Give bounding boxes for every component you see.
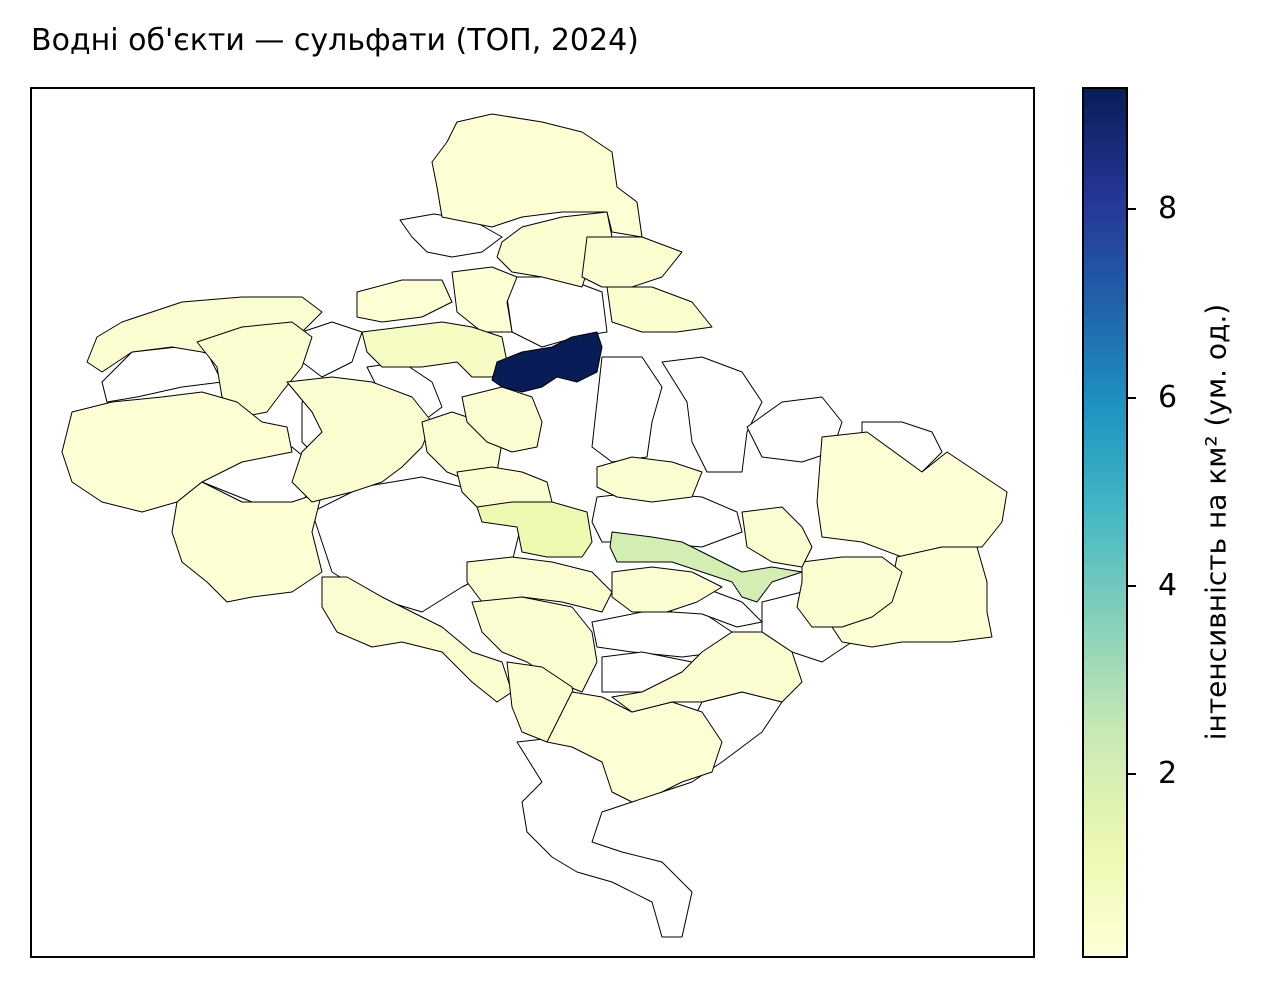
- colorbar-label: інтенсивність на км² (ум. од.): [1199, 303, 1233, 741]
- region-east-mid: [796, 556, 903, 628]
- region-north-east: [581, 236, 683, 288]
- region-north-east-lower: [606, 286, 713, 333]
- region-nodata-10: [661, 356, 763, 473]
- region-west-large: [61, 391, 293, 513]
- colorbar-tick-label: 6: [1158, 379, 1178, 415]
- region-nodata-4: [301, 321, 363, 378]
- region-east-large: [816, 431, 1008, 558]
- region-south-east: [611, 631, 803, 713]
- region-south-center-3: [611, 566, 723, 613]
- colorbar: [1082, 87, 1128, 958]
- region-north-small-2: [356, 279, 453, 323]
- region-south-center-1: [471, 596, 598, 693]
- region-south-west-2: [466, 556, 613, 613]
- map-svg: [61, 113, 1008, 938]
- region-center-strip: [286, 376, 433, 503]
- region-south-west-strip: [321, 576, 513, 703]
- region-west-top-2: [196, 321, 313, 418]
- region-center-small-2: [461, 386, 543, 453]
- region-north-small-1: [451, 266, 518, 333]
- colorbar-tick-mark: [1126, 208, 1136, 211]
- region-north-top: [431, 113, 643, 238]
- region-east-small: [741, 506, 813, 568]
- region-center-north-light: [361, 321, 508, 378]
- colorbar-tick-mark: [1126, 773, 1136, 776]
- colorbar-tick-label: 2: [1158, 756, 1178, 792]
- region-center-mid-2: [596, 456, 703, 503]
- colorbar-gradient: [1082, 87, 1128, 958]
- region-river-green: [609, 531, 803, 603]
- colorbar-tick-mark: [1126, 396, 1136, 399]
- map-panel: [30, 87, 1035, 958]
- region-center-mid-1: [456, 466, 553, 508]
- map-title: Водні об'єкти — сульфати (ТОП, 2024): [31, 23, 639, 58]
- region-south-main: [546, 691, 723, 803]
- colorbar-tick-label: 4: [1158, 568, 1178, 604]
- colorbar-tick-label: 8: [1158, 191, 1178, 227]
- colorbar-tick-mark: [1126, 585, 1136, 588]
- region-nodata-9: [591, 356, 663, 463]
- region-west-south: [171, 481, 323, 603]
